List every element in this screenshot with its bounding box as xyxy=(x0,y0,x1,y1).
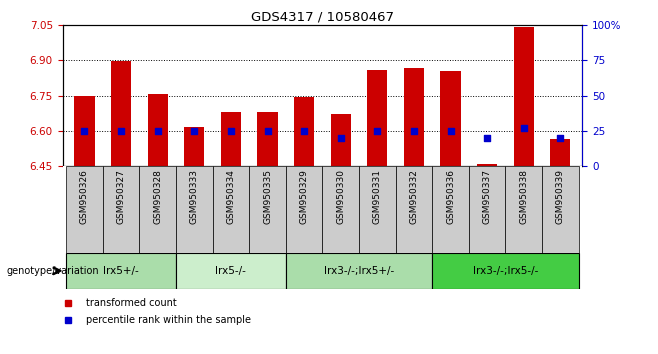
Point xyxy=(263,128,273,134)
Bar xyxy=(469,166,505,253)
Bar xyxy=(440,71,461,166)
Point xyxy=(519,125,529,131)
Bar xyxy=(542,166,578,253)
Bar xyxy=(176,253,286,289)
Text: GSM950329: GSM950329 xyxy=(299,169,309,224)
Text: lrx5-/-: lrx5-/- xyxy=(215,266,246,276)
Bar xyxy=(257,112,278,166)
Bar xyxy=(294,97,314,166)
Point xyxy=(153,128,163,134)
Bar xyxy=(111,61,131,166)
Bar xyxy=(213,166,249,253)
Bar xyxy=(395,166,432,253)
Text: GSM950336: GSM950336 xyxy=(446,169,455,224)
Bar xyxy=(147,95,168,166)
Text: GSM950332: GSM950332 xyxy=(409,169,418,224)
Bar xyxy=(249,166,286,253)
Title: GDS4317 / 10580467: GDS4317 / 10580467 xyxy=(251,11,394,24)
Point xyxy=(409,128,419,134)
Text: GSM950338: GSM950338 xyxy=(519,169,528,224)
Text: percentile rank within the sample: percentile rank within the sample xyxy=(86,315,251,325)
Bar xyxy=(477,164,497,166)
Bar xyxy=(286,166,322,253)
Point xyxy=(336,135,346,141)
Bar xyxy=(432,253,578,289)
Point xyxy=(189,128,199,134)
Bar xyxy=(103,166,139,253)
Bar xyxy=(139,166,176,253)
Bar xyxy=(184,127,205,166)
Bar xyxy=(221,112,241,166)
Text: GSM950333: GSM950333 xyxy=(190,169,199,224)
Bar xyxy=(514,27,534,166)
Bar xyxy=(176,166,213,253)
Point xyxy=(79,128,89,134)
Bar xyxy=(550,139,570,166)
Text: lrx3-/-;lrx5+/-: lrx3-/-;lrx5+/- xyxy=(324,266,394,276)
Text: GSM950339: GSM950339 xyxy=(556,169,565,224)
Point xyxy=(116,128,126,134)
Text: lrx3-/-;lrx5-/-: lrx3-/-;lrx5-/- xyxy=(472,266,538,276)
Bar xyxy=(66,253,176,289)
Text: GSM950326: GSM950326 xyxy=(80,169,89,224)
Point xyxy=(555,135,566,141)
Point xyxy=(445,128,456,134)
Bar xyxy=(322,166,359,253)
Bar xyxy=(404,68,424,166)
Text: genotype/variation: genotype/variation xyxy=(7,266,99,276)
Text: GSM950330: GSM950330 xyxy=(336,169,345,224)
Bar xyxy=(286,253,432,289)
Bar xyxy=(432,166,469,253)
Text: GSM950328: GSM950328 xyxy=(153,169,162,224)
Text: transformed count: transformed count xyxy=(86,298,176,308)
Text: GSM950327: GSM950327 xyxy=(116,169,126,224)
Text: GSM950335: GSM950335 xyxy=(263,169,272,224)
Bar xyxy=(359,166,395,253)
Text: GSM950334: GSM950334 xyxy=(226,169,236,224)
Bar xyxy=(74,96,95,166)
Bar xyxy=(367,70,388,166)
Bar xyxy=(331,114,351,166)
Bar xyxy=(505,166,542,253)
Text: lrx5+/-: lrx5+/- xyxy=(103,266,139,276)
Point xyxy=(226,128,236,134)
Text: GSM950337: GSM950337 xyxy=(483,169,492,224)
Bar xyxy=(66,166,103,253)
Point xyxy=(299,128,309,134)
Point xyxy=(372,128,382,134)
Point xyxy=(482,135,492,141)
Text: GSM950331: GSM950331 xyxy=(373,169,382,224)
